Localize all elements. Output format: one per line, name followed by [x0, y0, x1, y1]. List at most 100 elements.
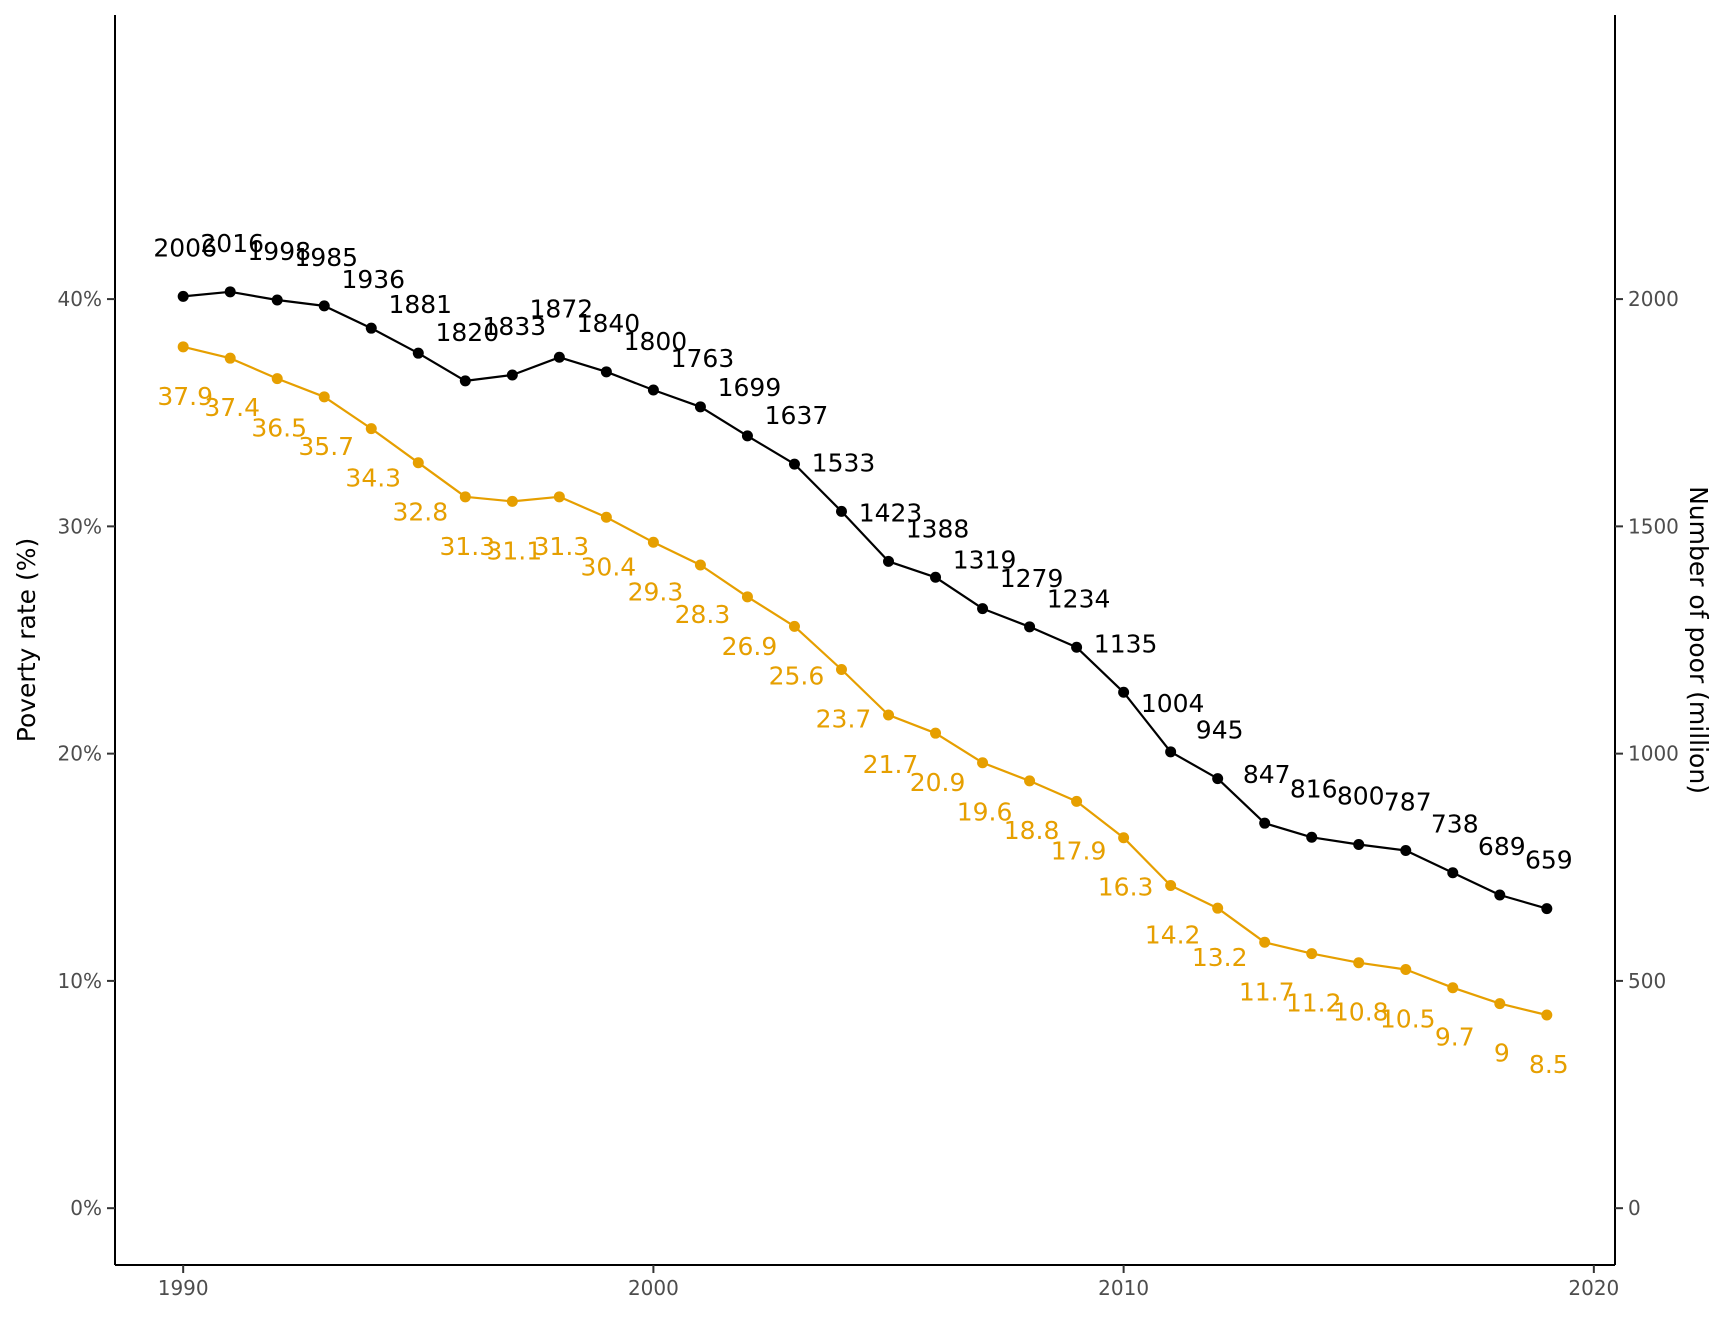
number-of-poor-point: [318, 300, 330, 312]
number-of-poor-label: 659: [1525, 846, 1573, 875]
number-of-poor-point: [835, 505, 847, 517]
number-of-poor-label: 1388: [906, 514, 970, 543]
y-left-tick-label: 20%: [58, 742, 102, 766]
number-of-poor-line: [183, 290, 1548, 910]
poverty-rate-label: 17.9: [1051, 836, 1107, 865]
poverty-rate-label: 30.4: [581, 552, 637, 581]
poverty-rate-label: 14.2: [1145, 920, 1201, 949]
number-of-poor-label: 1998: [247, 237, 311, 266]
number-of-poor-label: 1881: [388, 290, 452, 319]
poverty-rate-point: [835, 664, 847, 676]
y-right-tick-label: 1000: [1628, 742, 1679, 766]
y-left-tick-label: 0%: [70, 1196, 102, 1220]
number-of-poor-label: 1985: [294, 243, 358, 272]
y-right-tick-label: 1500: [1628, 514, 1679, 538]
number-of-poor-point: [1165, 746, 1177, 758]
number-of-poor-point: [1071, 641, 1083, 653]
number-of-poor-point: [1400, 844, 1412, 856]
number-of-poor-point: [977, 603, 989, 615]
poverty-rate-point: [1259, 936, 1271, 948]
poverty-rate-point: [741, 591, 753, 603]
number-of-poor-point: [224, 286, 236, 298]
number-of-poor-series: [177, 286, 1553, 915]
poverty-rate-point: [318, 391, 330, 403]
poverty-rate-label: 29.3: [628, 577, 684, 606]
number-of-poor-label: 1135: [1094, 629, 1158, 658]
number-of-poor-label: 1872: [530, 294, 594, 323]
poverty-rate-point: [600, 511, 612, 523]
poverty-rate-point: [365, 423, 377, 435]
poverty-rate-point: [412, 457, 424, 469]
number-of-poor-point: [1259, 817, 1271, 829]
poverty-rate-label: 37.4: [204, 393, 260, 422]
poverty-rate-point: [694, 559, 706, 571]
poverty-rate-label: 8.5: [1529, 1050, 1569, 1079]
number-of-poor-point: [883, 555, 895, 567]
poverty-rate-label: 35.7: [298, 432, 354, 461]
number-of-poor-point: [271, 294, 283, 306]
number-of-poor-label: 1833: [483, 312, 547, 341]
number-of-poor-point: [412, 347, 424, 359]
poverty-rate-line: [182, 345, 1548, 1017]
poverty-rate-label: 9.7: [1435, 1023, 1475, 1052]
number-of-poor-point: [506, 369, 518, 381]
number-of-poor-point: [553, 351, 565, 363]
poverty-rate-label: 36.5: [251, 414, 307, 443]
y-left-tick-label: 30%: [58, 514, 102, 538]
number-of-poor-point: [1212, 773, 1224, 785]
number-of-poor-label: 1279: [1000, 564, 1064, 593]
number-of-poor-label: 1637: [765, 401, 829, 430]
poverty-rate-point: [553, 491, 565, 503]
x-tick-label: 1990: [158, 1276, 209, 1300]
y-left-tick-label: 10%: [58, 969, 102, 993]
number-of-poor-label: 1699: [718, 373, 782, 402]
number-of-poor-point: [930, 571, 942, 583]
poverty-rate-label: 31.3: [439, 532, 495, 561]
poverty-rate-label: 16.3: [1098, 873, 1154, 902]
poverty-rate-point: [1024, 775, 1036, 787]
poverty-rate-label: 13.2: [1192, 943, 1248, 972]
y-right-tick-label: 0: [1628, 1196, 1641, 1220]
y-axis-left-title: Poverty rate (%): [12, 538, 41, 742]
poverty-rate-point: [883, 709, 895, 721]
poverty-rate-label: 11.7: [1239, 977, 1295, 1006]
poverty-rate-point: [1165, 879, 1177, 891]
number-of-poor-point: [1306, 831, 1318, 843]
number-of-poor-point: [1494, 889, 1506, 901]
poverty-rate-point: [459, 491, 471, 503]
number-of-poor-label: 1533: [812, 448, 876, 477]
y-right-tick-label: 500: [1628, 969, 1666, 993]
number-of-poor-point: [1118, 686, 1130, 698]
poverty-rate-point: [224, 352, 236, 364]
poverty-rate-point: [977, 757, 989, 769]
number-of-poor-label: 847: [1243, 760, 1291, 789]
number-of-poor-label: 689: [1478, 832, 1526, 861]
poverty-rate-label: 10.5: [1380, 1005, 1436, 1034]
y-axis-right-title: Number of poor (million): [1684, 486, 1713, 794]
number-of-poor-label: 1763: [671, 344, 735, 373]
number-of-poor-point: [1447, 867, 1459, 879]
number-of-poor-label: 945: [1196, 716, 1244, 745]
number-of-poor-label: 1840: [577, 309, 641, 338]
poverty-rate-point: [177, 341, 189, 353]
number-of-poor-point: [459, 375, 471, 387]
number-of-poor-point: [600, 366, 612, 378]
x-tick-label: 2020: [1568, 1276, 1619, 1300]
poverty-rate-point: [1306, 948, 1318, 960]
poverty-rate-point: [647, 536, 659, 548]
poverty-rate-label: 25.6: [769, 661, 825, 690]
number-of-poor-point: [647, 384, 659, 396]
number-of-poor-label: 1800: [624, 327, 688, 356]
poverty-rate-point: [1071, 795, 1083, 807]
poverty-rate-label: 31.3: [534, 532, 590, 561]
poverty-rate-label: 21.7: [863, 750, 919, 779]
poverty-rate-series: [177, 341, 1553, 1021]
number-of-poor-label: 2016: [200, 229, 264, 258]
y-left-tick-label: 40%: [58, 287, 102, 311]
number-of-poor-label: 1319: [953, 546, 1017, 575]
axes: 1990 2000 2010 2020 0% 10% 20% 30% 40% 0 500 1000 15…: [58, 15, 1679, 1300]
poverty-rate-label: 18.8: [1004, 816, 1060, 845]
data-labels: 37.937.436.535.734.332.831.331.131.330.4…: [153, 229, 1572, 1079]
